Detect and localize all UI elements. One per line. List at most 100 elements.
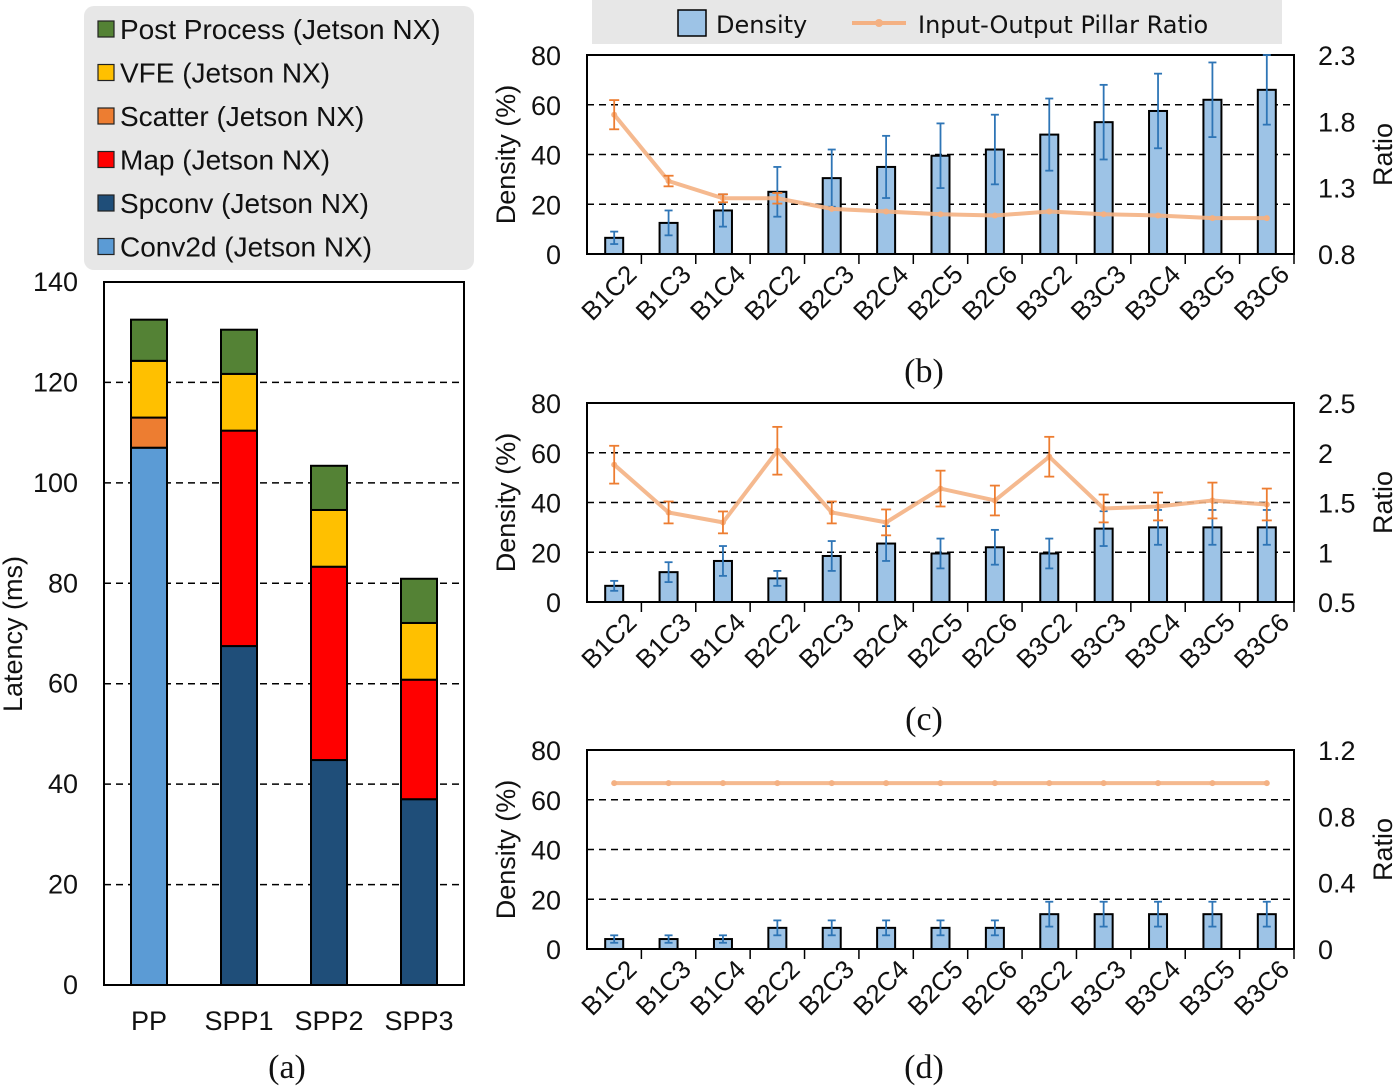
ratio-point — [1209, 780, 1216, 787]
x-tick-label: B3C2 — [1010, 259, 1077, 326]
y-tick-label: 80 — [531, 389, 561, 419]
ratio-point — [1155, 212, 1162, 219]
x-tick-label: B1C3 — [630, 259, 697, 326]
x-tick-label: B2C4 — [847, 607, 914, 674]
ratio-point — [1100, 780, 1107, 787]
y2-tick-label: 1.5 — [1318, 489, 1356, 519]
legend-a-swatch — [97, 63, 115, 82]
legend-a-label: Map (Jetson NX) — [120, 145, 330, 176]
y-tick-label: 80 — [531, 736, 561, 766]
y-tick-label: 0 — [546, 935, 561, 965]
legend-a-label: Conv2d (Jetson NX) — [120, 232, 372, 263]
y2-tick-label: 0.5 — [1318, 588, 1356, 618]
bar-segment — [130, 446, 168, 986]
x-tick-label: B2C6 — [956, 954, 1023, 1021]
bar-segment — [310, 759, 348, 986]
bar-segment — [400, 798, 438, 987]
x-tick-label: B1C3 — [630, 954, 697, 1021]
x-tick-label: PP — [131, 1006, 167, 1036]
y-axis-label: Density (%) — [491, 85, 521, 225]
legend-a-swatch — [97, 194, 115, 212]
y2-tick-label: 1.8 — [1318, 107, 1356, 137]
bar-segment — [130, 416, 168, 449]
y2-tick-label: 1 — [1318, 538, 1333, 568]
x-tick-label: SPP2 — [294, 1006, 363, 1036]
x-tick-label: B3C3 — [1065, 607, 1132, 674]
y2-axis-label: Ratio — [1368, 123, 1397, 186]
x-tick-label: B2C4 — [847, 259, 914, 326]
x-tick-label: B3C6 — [1228, 259, 1295, 326]
legend-a-swatch — [97, 20, 115, 38]
chart-d: 02040608000.40.81.2B1C2B1C3B1C4B2C2B2C3B… — [491, 736, 1397, 1086]
bar-segment — [130, 318, 168, 362]
legend-a-swatch — [97, 237, 115, 256]
x-tick-label: B3C5 — [1173, 954, 1240, 1021]
x-tick-label: B3C5 — [1173, 259, 1240, 326]
legend-a-label: Scatter (Jetson NX) — [120, 101, 364, 132]
y-tick-label: 20 — [48, 870, 78, 900]
x-tick-label: B2C3 — [793, 259, 860, 326]
y-tick-label: 80 — [531, 41, 561, 71]
x-tick-label: B2C6 — [956, 259, 1023, 326]
x-tick-label: B1C3 — [630, 607, 697, 674]
ratio-point — [774, 780, 781, 787]
bar-segment — [400, 621, 438, 681]
y-tick-label: 60 — [531, 786, 561, 816]
x-tick-label: B2C5 — [902, 259, 969, 326]
ratio-point — [991, 212, 998, 219]
x-tick-label: B3C4 — [1119, 607, 1186, 674]
x-tick-label: B2C3 — [793, 954, 860, 1021]
ratio-point — [883, 208, 890, 215]
ratio-point — [665, 780, 672, 787]
bar-segment — [310, 565, 348, 762]
x-tick-label: B3C6 — [1228, 954, 1295, 1021]
x-tick-label: B2C5 — [902, 954, 969, 1021]
legend-shared-background — [592, 0, 1282, 44]
bar-segment — [400, 577, 438, 624]
caption: (b) — [904, 353, 944, 390]
x-tick-label: B1C2 — [575, 954, 642, 1021]
x-tick-label: B2C4 — [847, 954, 914, 1021]
plot-frame — [103, 281, 465, 986]
bar-segment — [220, 372, 258, 432]
x-tick-label: B2C2 — [738, 607, 805, 674]
x-tick-label: B3C3 — [1065, 954, 1132, 1021]
y-axis-label: Density (%) — [491, 780, 521, 920]
x-tick-label: B2C2 — [738, 954, 805, 1021]
legend-a-label: Spconv (Jetson NX) — [120, 188, 369, 219]
y2-tick-label: 0.8 — [1318, 802, 1356, 832]
ratio-point — [611, 780, 618, 787]
ratio-point — [991, 780, 998, 787]
legend-a: Post Process (Jetson NX) VFE (Jetson NX) S… — [84, 6, 474, 270]
y-axis-label: Latency (ms) — [0, 556, 28, 712]
bar-segment — [130, 359, 168, 419]
y-tick-label: 100 — [33, 468, 78, 498]
y-tick-label: 40 — [531, 489, 561, 519]
ratio-point — [1209, 215, 1216, 222]
bar-segment — [220, 429, 258, 648]
y-tick-label: 40 — [48, 769, 78, 799]
legend-shared: Density Input-Output Pillar Ratio — [592, 0, 1282, 44]
y-tick-label: 20 — [531, 190, 561, 220]
x-tick-label: B3C4 — [1119, 954, 1186, 1021]
x-tick-label: B1C2 — [575, 607, 642, 674]
y2-tick-label: 0.8 — [1318, 240, 1356, 270]
x-tick-label: B3C4 — [1119, 259, 1186, 326]
x-tick-label: SPP1 — [204, 1006, 273, 1036]
x-tick-label: B1C2 — [575, 259, 642, 326]
ratio-point — [1263, 215, 1270, 222]
legend-ratio-label: Input-Output Pillar Ratio — [918, 11, 1208, 39]
y2-tick-label: 2.3 — [1318, 41, 1356, 71]
legend-a-swatch — [97, 150, 115, 169]
x-tick-label: B3C6 — [1228, 607, 1295, 674]
ratio-point — [937, 211, 944, 218]
x-tick-label: B3C5 — [1173, 607, 1240, 674]
ratio-point — [1046, 208, 1053, 215]
y2-tick-label: 2 — [1318, 439, 1333, 469]
y-tick-label: 140 — [33, 267, 78, 297]
legend-a-background — [84, 6, 474, 270]
bar-segment — [310, 464, 348, 511]
ratio-point — [1046, 780, 1053, 787]
x-tick-label: B2C5 — [902, 607, 969, 674]
